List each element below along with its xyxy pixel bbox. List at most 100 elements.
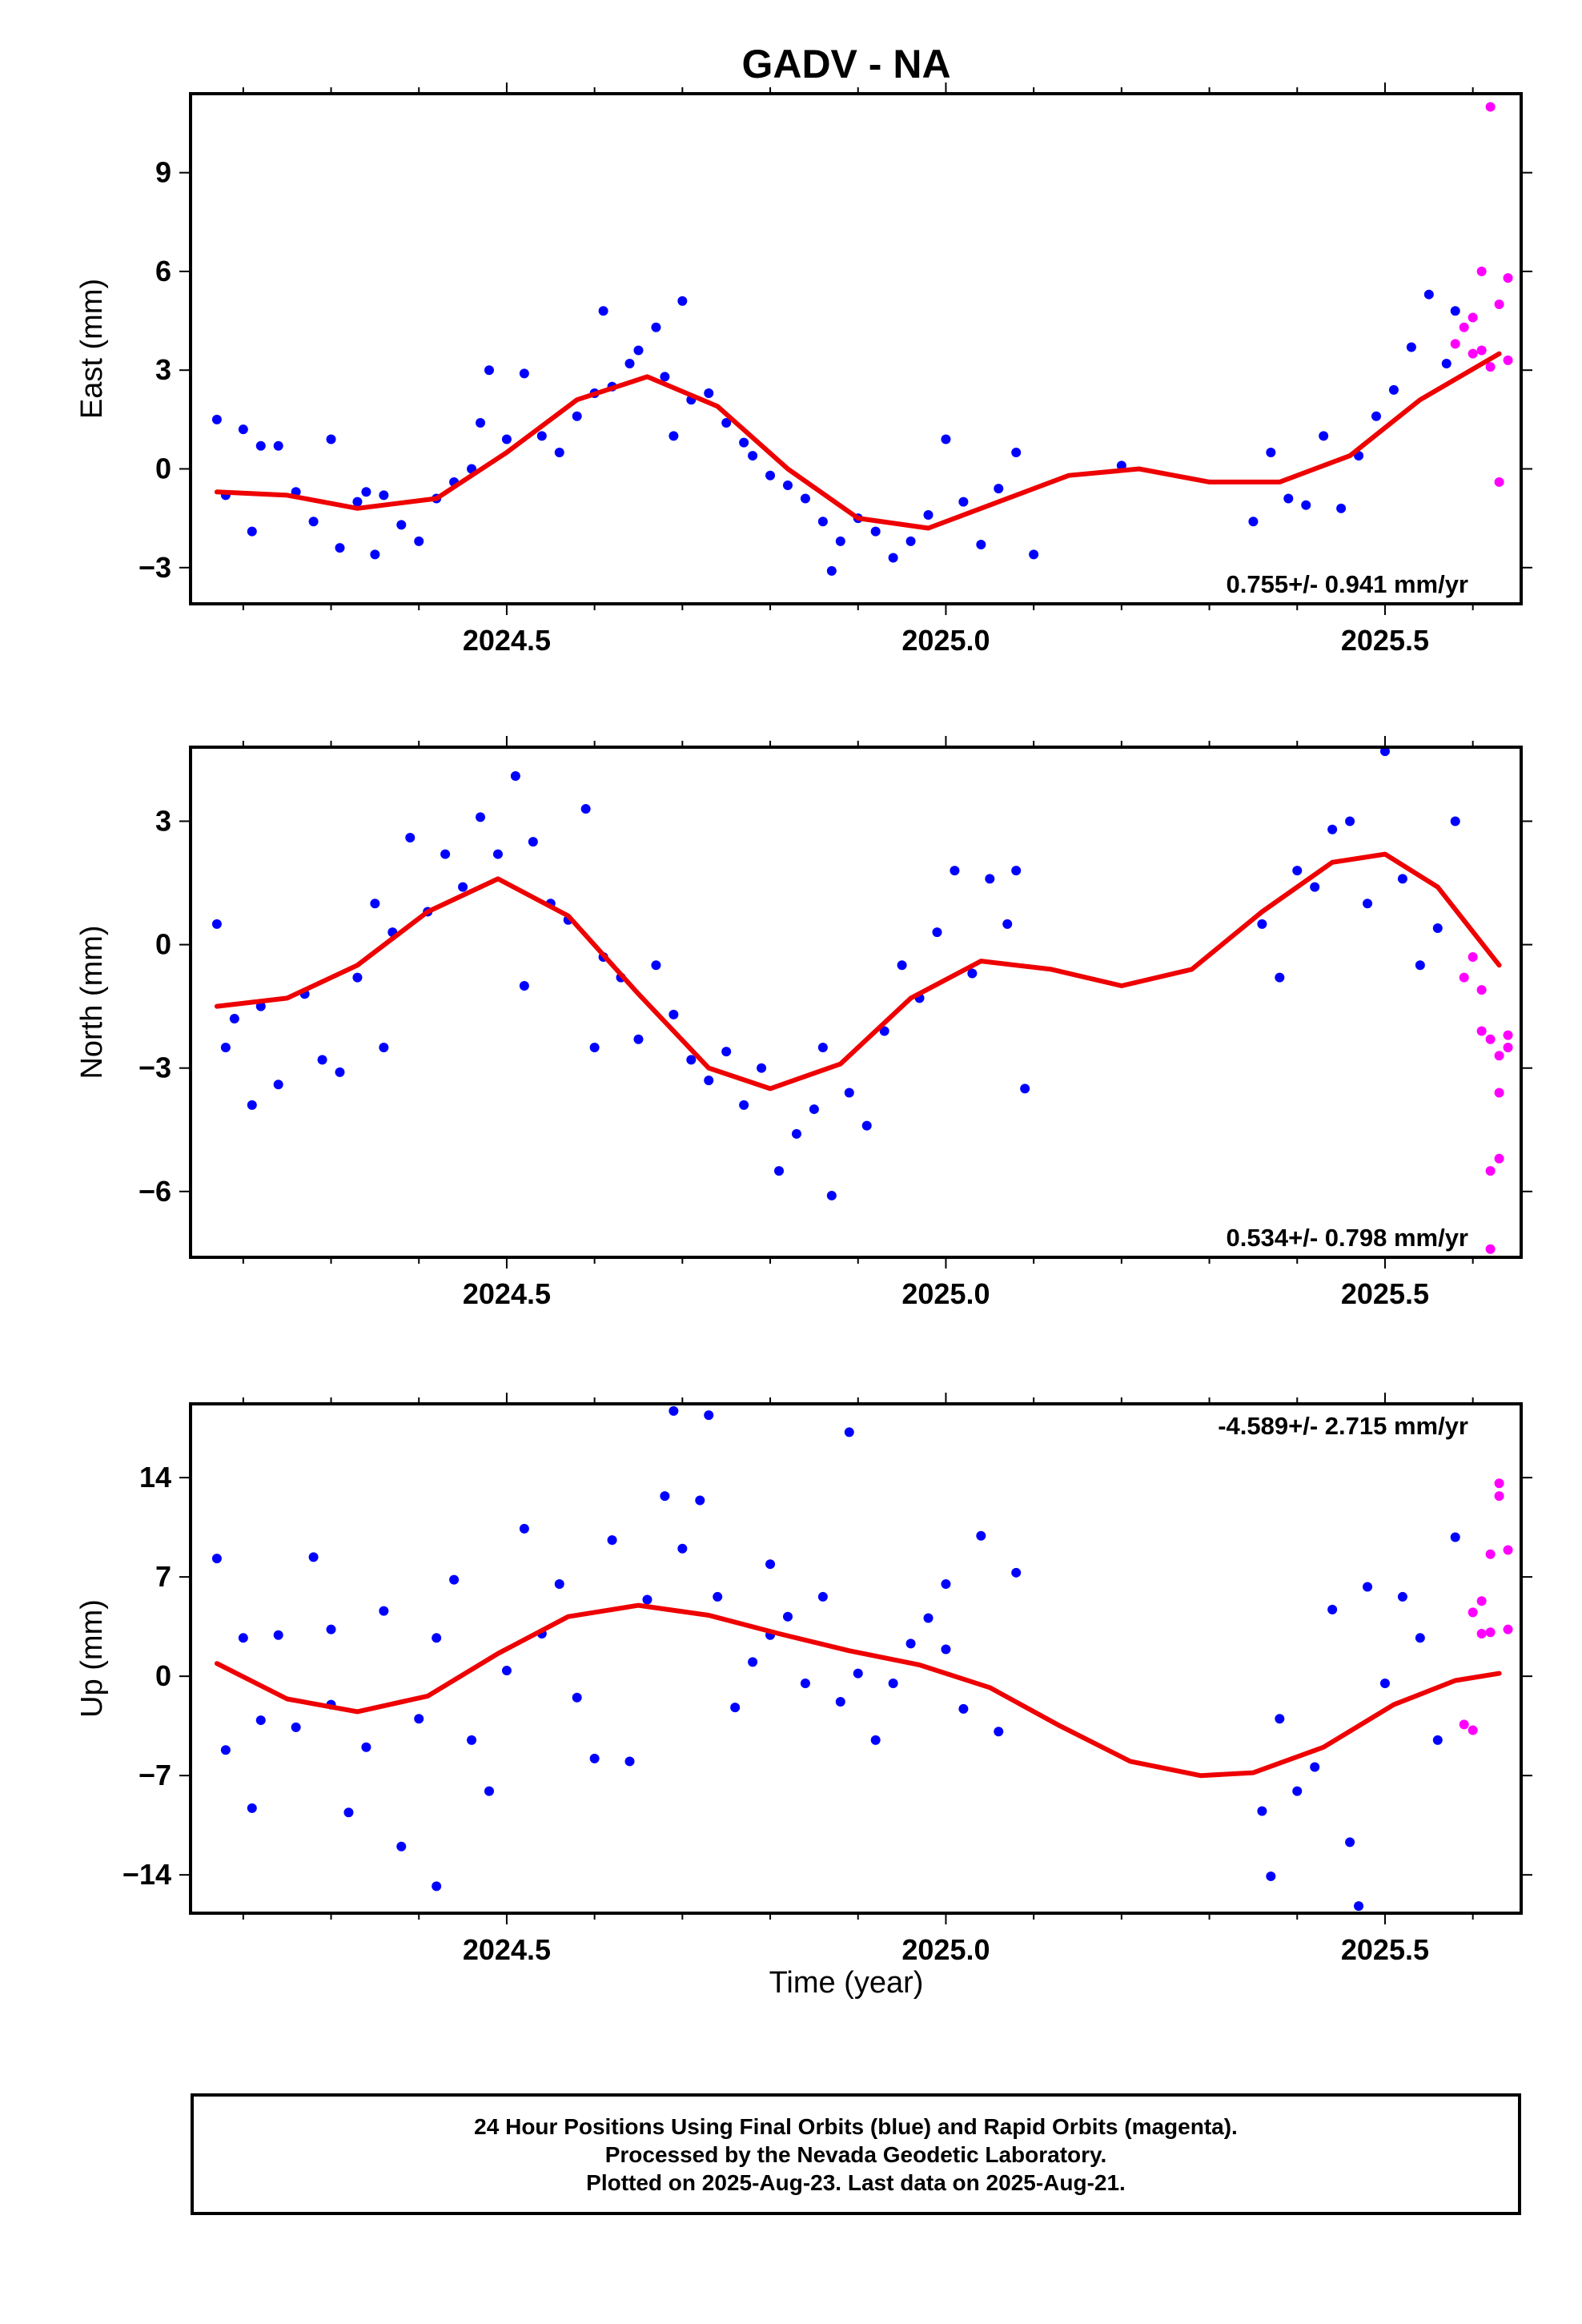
final-orbit-point [817, 1043, 828, 1053]
rapid-orbit-point [1494, 1088, 1504, 1098]
y-tick-label: 0 [155, 928, 171, 961]
final-orbit-point [809, 1104, 819, 1115]
final-orbit-point [870, 1735, 881, 1745]
final-orbit-point [1029, 549, 1039, 560]
final-orbit-point [519, 1523, 529, 1534]
up-points [211, 1405, 1513, 1912]
final-orbit-point [476, 812, 486, 822]
final-orbit-point [1327, 1604, 1338, 1614]
final-orbit-point [554, 447, 564, 457]
final-orbit-point [1363, 899, 1373, 909]
final-orbit-point [607, 1535, 617, 1546]
rapid-orbit-point [1468, 951, 1478, 962]
final-orbit-point [379, 490, 389, 501]
final-orbit-point [519, 368, 529, 379]
final-orbit-point [273, 1080, 283, 1090]
final-orbit-point [484, 1786, 494, 1796]
final-orbit-point [835, 1697, 845, 1707]
final-orbit-point [1292, 866, 1303, 876]
final-orbit-point [449, 1574, 460, 1585]
rapid-orbit-point [1503, 355, 1513, 365]
rapid-orbit-point [1503, 1030, 1513, 1040]
final-orbit-point [247, 1100, 257, 1110]
final-orbit-point [1379, 747, 1390, 757]
final-orbit-point [1423, 289, 1434, 300]
y-tick-label: −3 [139, 1051, 171, 1084]
x-tick-label: 2025.0 [901, 1277, 990, 1310]
final-orbit-point [941, 1644, 951, 1655]
rapid-orbit-point [1494, 1153, 1504, 1164]
final-orbit-point [624, 1756, 635, 1767]
final-orbit-point [510, 770, 520, 781]
final-orbit-point [211, 1554, 222, 1564]
final-orbit-point [1441, 358, 1452, 368]
final-orbit-point [1345, 816, 1355, 826]
final-orbit-point [335, 1067, 345, 1077]
final-orbit-point [826, 1190, 837, 1200]
final-orbit-point [396, 1841, 407, 1852]
final-orbit-point [1319, 431, 1329, 441]
final-orbit-point [976, 540, 986, 550]
east-points [211, 102, 1513, 576]
rapid-orbit-point [1476, 266, 1487, 276]
final-orbit-point [800, 493, 810, 504]
final-orbit-point [255, 440, 266, 451]
final-orbit-point [414, 536, 424, 546]
y-tick-label: 0 [155, 1659, 171, 1692]
rapid-orbit-point [1494, 476, 1504, 487]
panel-east: −3 0 3 6 9 2024.5 2025.0 2025.5 East (mm) 0.755+/… [75, 82, 1532, 657]
final-orbit-point [519, 980, 529, 991]
final-orbit-point [501, 1666, 512, 1676]
final-orbit-point [941, 1578, 951, 1589]
final-orbit-point [704, 388, 714, 398]
footer-box: 24 Hour Positions Using Final Orbits (bl… [191, 2093, 1521, 2215]
final-orbit-point [1450, 306, 1460, 316]
final-orbit-point [1275, 1714, 1285, 1724]
final-orbit-point [695, 1495, 705, 1506]
final-orbit-point [976, 1530, 986, 1541]
final-orbit-point [739, 437, 749, 448]
rapid-orbit-point [1485, 362, 1496, 372]
final-orbit-point [1248, 517, 1259, 527]
rapid-orbit-point [1503, 273, 1513, 283]
final-orbit-point [308, 1552, 319, 1562]
rapid-orbit-point [1485, 1244, 1496, 1254]
final-orbit-point [1275, 972, 1285, 983]
final-orbit-point [476, 417, 486, 428]
final-orbit-point [536, 431, 547, 441]
footer-line-2: Processed by the Nevada Geodetic Laborat… [604, 2141, 1107, 2167]
y-tick-label: 9 [155, 156, 171, 189]
rapid-orbit-point [1476, 985, 1487, 995]
final-orbit-point [492, 849, 503, 859]
final-orbit-point [580, 804, 591, 814]
final-orbit-point [1450, 1532, 1460, 1542]
east-rate-label: 0.755+/- 0.941 mm/yr [1227, 570, 1468, 598]
final-orbit-point [888, 553, 898, 563]
final-orbit-point [660, 1491, 670, 1502]
final-orbit-point [405, 833, 416, 843]
final-orbit-point [897, 960, 907, 971]
final-orbit-point [1363, 1582, 1373, 1592]
final-orbit-point [721, 417, 732, 428]
rapid-orbit-point [1476, 1628, 1487, 1638]
final-orbit-point [1020, 1084, 1030, 1094]
y-tick-label: −14 [122, 1858, 171, 1891]
final-orbit-point [335, 543, 345, 553]
final-orbit-point [432, 1881, 442, 1892]
panel-up: −14 −7 0 7 14 2024.5 2025.0 2025.5 Up (mm) -4.589… [75, 1393, 1532, 1966]
final-orbit-point [642, 1594, 652, 1605]
rapid-orbit-point [1494, 300, 1504, 310]
rapid-orbit-point [1468, 312, 1478, 323]
rapid-orbit-point [1476, 1596, 1487, 1606]
y-tick-label: −6 [139, 1175, 171, 1208]
up-fit-curve [214, 1602, 1502, 1779]
y-tick-label: 3 [155, 804, 171, 837]
final-orbit-point [1415, 1633, 1425, 1643]
final-orbit-point [1283, 493, 1294, 504]
y-tick-label: −3 [139, 551, 171, 584]
final-orbit-point [370, 549, 380, 560]
rapid-orbit-point [1503, 1043, 1513, 1053]
final-orbit-point [853, 1668, 863, 1679]
final-orbit-point [704, 1410, 714, 1421]
x-tick-label: 2024.5 [463, 624, 551, 657]
